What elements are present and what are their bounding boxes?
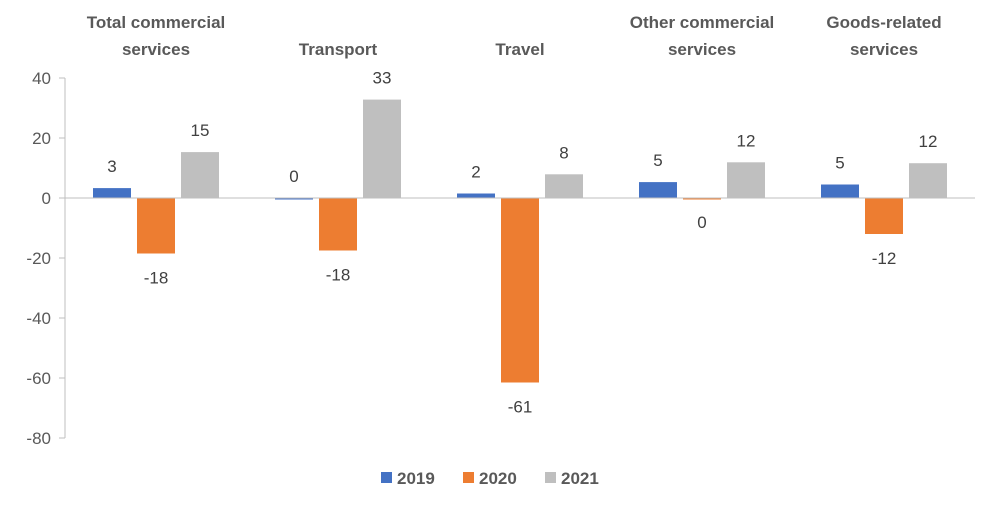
bar-2020 — [865, 198, 903, 234]
y-tick-label: -20 — [26, 249, 51, 268]
bar-2021 — [909, 163, 947, 198]
data-label: 33 — [373, 69, 392, 88]
bar-2019 — [275, 198, 313, 200]
category-label: services — [668, 40, 736, 59]
category-labels: Total commercial services Transport Travel O… — [87, 13, 942, 59]
data-label: -12 — [872, 249, 897, 268]
legend: 2019 2020 2021 — [381, 469, 599, 488]
legend-label-2019: 2019 — [397, 469, 435, 488]
data-label: 3 — [107, 157, 116, 176]
category-label: Total commercial — [87, 13, 226, 32]
bar-2019 — [457, 193, 495, 198]
legend-swatch-2021 — [545, 472, 556, 483]
category-label: Travel — [495, 40, 544, 59]
category-label: Transport — [299, 40, 378, 59]
bar-2020 — [137, 198, 175, 254]
y-tick-label: 40 — [32, 69, 51, 88]
data-label: -61 — [508, 398, 533, 417]
bar-2021 — [363, 99, 401, 198]
data-label: 8 — [559, 143, 568, 162]
bars — [93, 99, 947, 383]
data-label: 2 — [471, 163, 480, 182]
bar-2019 — [639, 182, 677, 198]
legend-label-2021: 2021 — [561, 469, 599, 488]
data-label: -18 — [144, 269, 169, 288]
bar-2019 — [93, 188, 131, 198]
category-label: services — [122, 40, 190, 59]
data-label: 5 — [835, 154, 844, 173]
data-label: 12 — [919, 132, 938, 151]
y-tick-label: 0 — [42, 189, 51, 208]
category-label: services — [850, 40, 918, 59]
data-label: 0 — [289, 167, 298, 186]
data-label: 5 — [653, 151, 662, 170]
legend-label-2020: 2020 — [479, 469, 517, 488]
data-label: -18 — [326, 266, 351, 285]
category-label: Goods-related — [826, 13, 941, 32]
legend-swatch-2020 — [463, 472, 474, 483]
category-label: Other commercial — [630, 13, 775, 32]
y-tick-label: -60 — [26, 369, 51, 388]
y-tick-label: -40 — [26, 309, 51, 328]
bar-2020 — [683, 198, 721, 200]
y-tick-label: 20 — [32, 129, 51, 148]
bar-2021 — [727, 162, 765, 198]
bar-2021 — [181, 152, 219, 198]
y-tick-label: -80 — [26, 429, 51, 448]
bar-2020 — [501, 198, 539, 383]
data-labels: 3 -18 15 0 -18 33 2 -61 8 5 0 12 5 -12 12 — [107, 69, 937, 417]
legend-swatch-2019 — [381, 472, 392, 483]
y-axis: 40 20 0 -20 -40 -60 -80 — [26, 69, 66, 448]
bar-2020 — [319, 198, 357, 251]
data-label: 12 — [737, 131, 756, 150]
bar-2021 — [545, 174, 583, 198]
data-label: 0 — [697, 213, 706, 232]
bar-2019 — [821, 184, 859, 198]
data-label: 15 — [191, 121, 210, 140]
